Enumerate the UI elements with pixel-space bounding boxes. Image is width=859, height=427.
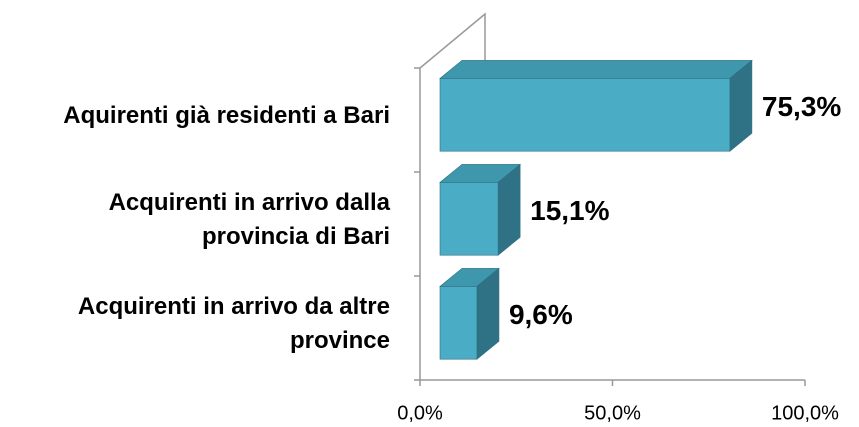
x-tick-label: 50,0% [584,402,641,424]
bar-front [439,78,731,152]
back-wall [419,12,486,380]
bar [439,163,521,256]
category-label: Acquirenti in arrivo da altre province [77,293,390,354]
bar-front [439,286,478,360]
bar [439,59,753,152]
category-label: Aquirenti già residenti a Bari [63,102,390,129]
value-label: 9,6% [509,299,573,330]
x-tick-label: 100,0% [771,402,839,424]
category-label: Acquirenti in arrivo dalla provincia di … [108,189,390,250]
bar-top [439,60,753,79]
value-label: 75,3% [762,91,841,122]
value-label: 15,1% [530,195,609,226]
x-tick-label: 0,0% [397,402,443,424]
bar [439,267,500,360]
bar-front [439,182,499,256]
